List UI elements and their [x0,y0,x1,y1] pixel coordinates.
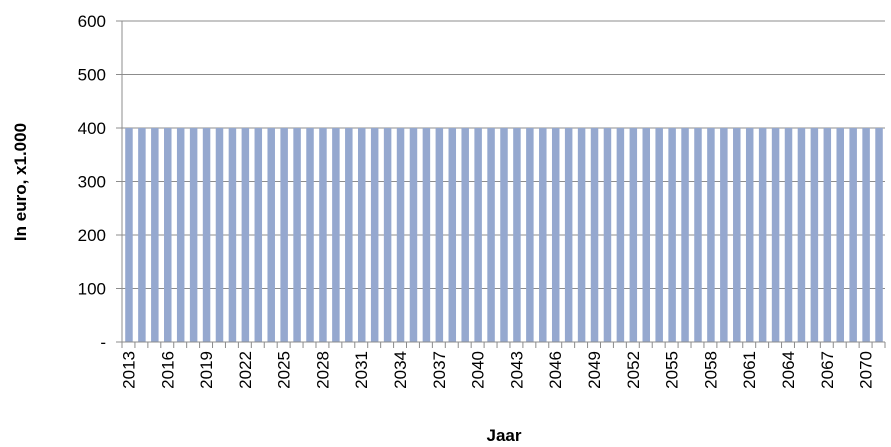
y-tick-label: 400 [78,119,106,138]
bar [267,128,275,342]
bar [810,128,819,342]
x-tick-label: 2064 [779,351,798,389]
x-tick-label: 2040 [469,351,488,389]
x-tick-label: 2058 [701,351,720,389]
axes [116,20,886,348]
bar [254,128,263,342]
bars [125,128,883,342]
x-tick-label: 2013 [119,351,138,389]
bar [319,128,327,342]
y-tick-label: - [100,333,106,352]
bar [370,128,379,342]
bar [526,128,534,342]
bar [306,128,314,342]
x-tick-label: 2049 [585,351,604,389]
x-tick-label: 2070 [857,351,876,389]
bar [500,128,508,342]
bar [616,128,625,342]
y-tick-label: 600 [78,12,106,31]
x-tick-label: 2052 [624,351,643,389]
y-tick-label: 500 [78,66,106,85]
bar [681,128,689,342]
bar [228,128,237,342]
y-tick-label: 100 [78,280,106,299]
bar [758,128,767,342]
bar [668,128,676,342]
bar [422,128,431,342]
bar [771,128,780,342]
bar [849,128,857,342]
bar [629,128,638,342]
y-axis-label: In euro, x1.000 [11,123,30,241]
bar [176,128,185,342]
bar [383,128,392,342]
x-axis-label: Jaar [487,426,522,445]
bar [151,128,159,342]
x-tick-label: 2031 [352,351,371,389]
bar [409,128,418,342]
bar [513,128,521,342]
bar [293,128,301,342]
bar [357,128,366,342]
bar [603,128,612,342]
bar [745,128,754,342]
bar [836,128,844,342]
x-tick-label: 2067 [818,351,837,389]
bar [784,128,793,342]
bar [345,128,353,342]
bar [164,128,172,342]
bar [461,128,469,342]
bar [474,128,482,342]
x-tick-label: 2028 [313,351,332,389]
x-tick-label: 2061 [740,351,759,389]
x-tick-label: 2055 [663,351,682,389]
x-tick-label: 2022 [236,351,255,389]
bar [642,128,651,342]
bar [280,128,288,342]
x-tick-labels: 2013 2016 2019 2022 2025 2028 2031 2034 2037 2040… [119,351,875,389]
bar [396,128,405,342]
bar [448,128,457,342]
bar [539,128,547,342]
bar [694,128,702,342]
y-tick-label: 200 [78,226,106,245]
bar [487,128,495,342]
bar [720,128,728,342]
bar [862,128,870,342]
bar [797,128,806,342]
bar [655,128,663,342]
y-tick-label: 300 [78,173,106,192]
bar [202,128,211,342]
bar [241,128,250,342]
y-tick-labels: - 100 200 300 400 500 600 [78,12,106,352]
bar [875,128,883,342]
bar [332,128,340,342]
bar [215,128,224,342]
x-tick-label: 2037 [430,351,449,389]
bar [707,128,715,342]
bar [125,128,133,342]
x-tick-label: 2019 [197,351,216,389]
bar [577,128,586,342]
x-tick-label: 2046 [546,351,565,389]
x-tick-label: 2025 [275,351,294,389]
bar [590,128,599,342]
bar [823,128,832,342]
bar [551,128,560,342]
bar [733,128,741,342]
bar [138,128,146,342]
bar [564,128,573,342]
x-tick-label: 2043 [507,351,526,389]
bar [435,128,444,342]
bar [189,128,198,342]
x-tick-label: 2016 [158,351,177,389]
x-tick-label: 2034 [391,351,410,389]
